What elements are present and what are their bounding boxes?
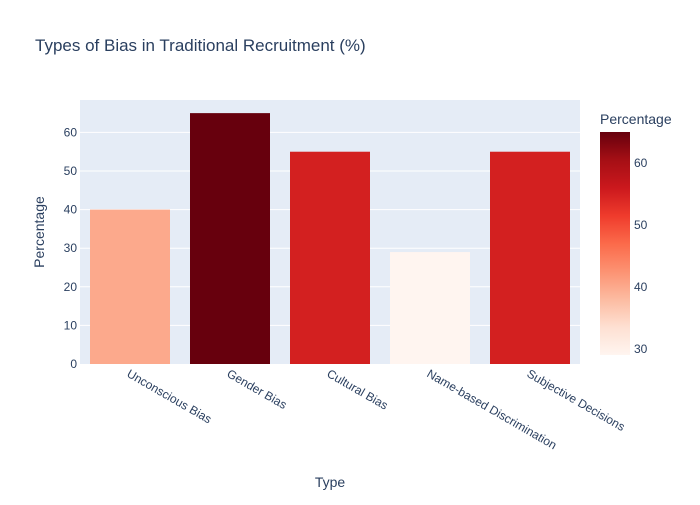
- y-tick-label: 10: [64, 318, 78, 332]
- bar: [290, 151, 370, 364]
- x-axis-title: Type: [315, 474, 346, 490]
- bar: [490, 151, 570, 364]
- y-tick-label: 50: [64, 164, 78, 178]
- x-tick-label: Cultural Bias: [325, 366, 391, 412]
- x-tick-label: Unconscious Bias: [125, 366, 215, 426]
- y-tick-label: 20: [64, 280, 78, 294]
- x-tick-labels: Unconscious Bias Gender Bias Cultural Bias…: [125, 366, 628, 452]
- y-tick-labels: 0 10 20 30 40 50 60: [64, 125, 78, 371]
- colorbar-title: Percentage: [600, 111, 672, 127]
- bar: [390, 252, 470, 364]
- x-tick-label: Gender Bias: [225, 366, 290, 411]
- colorbar-tick-label: 50: [634, 218, 648, 232]
- colorbar-tick-label: 60: [634, 156, 648, 170]
- bar: [90, 209, 170, 364]
- y-tick-label: 60: [64, 125, 78, 139]
- bar: [190, 113, 270, 365]
- chart-title: Types of Bias in Traditional Recruitment…: [35, 36, 366, 55]
- y-tick-label: 40: [64, 203, 78, 217]
- y-tick-label: 0: [70, 357, 77, 371]
- colorbar: [600, 132, 630, 355]
- colorbar-tick-label: 30: [634, 342, 648, 356]
- x-tick-label: Subjective Decisions: [525, 366, 628, 433]
- y-axis-title: Percentage: [31, 196, 47, 268]
- colorbar-tick-labels: 30 40 50 60: [634, 156, 648, 356]
- y-tick-label: 30: [64, 241, 78, 255]
- bars: [90, 113, 570, 365]
- colorbar-tick-label: 40: [634, 280, 648, 294]
